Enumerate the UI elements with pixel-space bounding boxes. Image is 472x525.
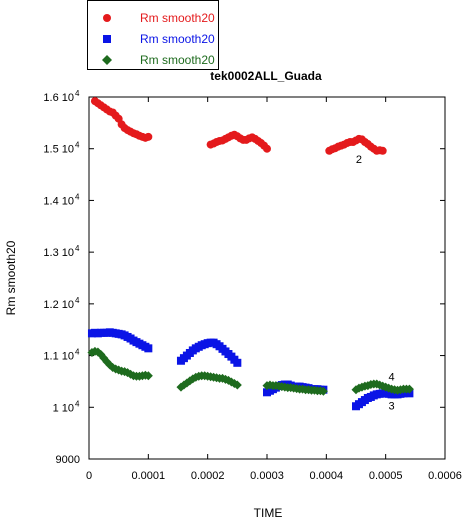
x-axis: 0 0.0001 0.0002 0.0003 0.0004 0.0005 0.0006 (86, 97, 462, 482)
legend-label-red: Rm smooth20 (140, 11, 215, 25)
annotation-label: 2 (356, 154, 362, 166)
y-tick-label: 1.5 10 (43, 144, 74, 156)
data-point (233, 358, 242, 367)
annotation-label: 4 (389, 371, 395, 383)
legend-item-green: Rm smooth20 (96, 52, 216, 68)
legend: Rm smooth20 Rm smooth20 Rm smooth20 (87, 0, 219, 70)
data-point (404, 384, 414, 394)
legend-item-red: Rm smooth20 (96, 10, 216, 26)
data-point (263, 144, 271, 153)
legend-label-blue: Rm smooth20 (140, 32, 215, 46)
y-tick-exponent: 4 (75, 192, 80, 201)
x-tick-label: 0.0003 (250, 470, 284, 482)
x-tick-label: 0.0001 (132, 470, 166, 482)
y-tick-exponent: 4 (75, 399, 80, 408)
x-tick-label: 0.0004 (310, 470, 344, 482)
data-points (87, 97, 414, 411)
y-tick-label: 1.1 10 (43, 351, 74, 363)
legend-label-green: Rm smooth20 (140, 53, 215, 67)
chart-title: tek0002ALL_Guada (210, 69, 322, 83)
y-tick-exponent: 4 (75, 348, 80, 357)
data-point (144, 344, 153, 353)
x-tick-label: 0 (86, 470, 92, 482)
y-tick-exponent: 4 (75, 296, 80, 305)
y-axis-label: Rm smooth20 (4, 240, 18, 315)
circle-marker-icon (103, 14, 111, 22)
annotation-label: 3 (389, 401, 395, 413)
y-tick-label: 1.3 10 (43, 247, 74, 259)
data-point (144, 132, 153, 141)
data-point (232, 380, 242, 390)
data-point (378, 146, 387, 155)
data-point (318, 386, 328, 396)
y-tick-exponent: 4 (75, 141, 80, 150)
y-tick-exponent: 4 (75, 89, 80, 98)
y-tick-label: 1.4 10 (43, 195, 74, 207)
y-tick-label: 9000 (56, 454, 80, 466)
series-0 (90, 97, 387, 155)
y-tick-label: 1.6 10 (43, 92, 74, 104)
diamond-marker-icon (102, 55, 112, 65)
x-tick-label: 0.0002 (191, 470, 225, 482)
annotations: 2 4 3 (356, 154, 395, 413)
square-marker-icon (103, 35, 111, 43)
x-tick-label: 0.0005 (369, 470, 403, 482)
series-2 (87, 346, 414, 396)
x-axis-label: TIME (254, 506, 283, 520)
y-tick-exponent: 4 (75, 244, 80, 253)
series-1 (87, 328, 414, 411)
data-point (143, 371, 153, 381)
x-tick-label: 0.0006 (428, 470, 462, 482)
legend-item-blue: Rm smooth20 (96, 31, 216, 47)
y-tick-label: 1 10 (53, 402, 74, 414)
y-tick-label: 1.2 10 (43, 299, 74, 311)
